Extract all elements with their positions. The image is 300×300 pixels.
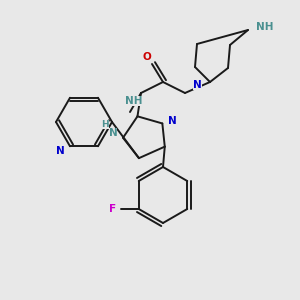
Text: H: H <box>101 120 109 129</box>
Text: NH: NH <box>256 22 274 32</box>
Text: N: N <box>56 146 64 156</box>
Text: N: N <box>193 80 202 90</box>
Text: O: O <box>142 52 152 62</box>
Text: N: N <box>109 128 117 138</box>
Text: N: N <box>168 116 177 127</box>
Text: F: F <box>109 204 116 214</box>
Text: NH: NH <box>125 96 143 106</box>
